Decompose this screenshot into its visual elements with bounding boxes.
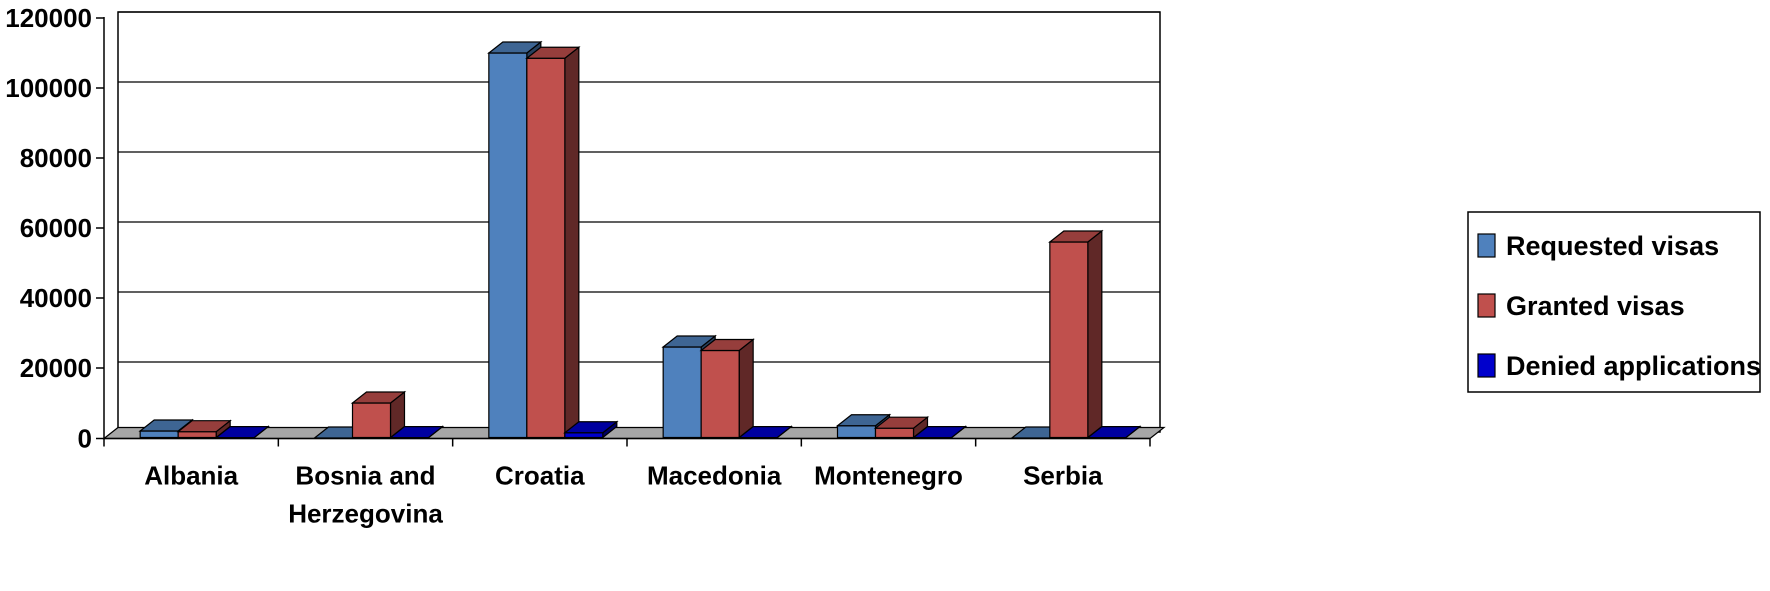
bar-front — [662, 346, 702, 439]
legend-swatch — [1477, 293, 1496, 318]
y-tick-label: 100000 — [5, 73, 92, 103]
bar-top — [388, 426, 445, 439]
bar — [1048, 229, 1104, 439]
x-axis: Albania Bosnia and Herzegovina Croatia Maced… — [103, 437, 1151, 529]
y-tick-label: 40000 — [20, 283, 92, 313]
legend: Requested visas Granted visas Denied appli… — [1467, 211, 1761, 393]
bar — [176, 419, 232, 439]
bar-top — [138, 419, 194, 432]
bar-side — [738, 338, 754, 439]
bar-front — [488, 52, 528, 439]
bar-front — [564, 432, 604, 439]
x-tick-label: Montenegro — [814, 461, 963, 491]
y-tick-label: 80000 — [20, 143, 92, 173]
legend-label: Requested visas — [1506, 231, 1719, 261]
legend-box — [1467, 211, 1761, 393]
y-axis: 0 20000 40000 60000 80000 100000 120000 — [5, 3, 105, 454]
x-tick-label: Serbia — [1023, 461, 1103, 491]
bars — [138, 40, 1142, 440]
bar-top — [176, 420, 232, 433]
bar-top — [563, 421, 619, 434]
bar — [350, 390, 407, 439]
bar — [873, 415, 930, 439]
bar — [699, 338, 755, 439]
x-tick-label: Croatia — [495, 461, 585, 491]
bar-top — [661, 335, 717, 348]
y-tick-label: 120000 — [5, 3, 92, 33]
bar-top — [911, 426, 968, 439]
legend-item: Requested visas — [1477, 231, 1719, 261]
bar — [563, 420, 619, 439]
bar — [737, 425, 793, 439]
y-tick-label: 0 — [78, 424, 92, 454]
bar-front — [1049, 241, 1089, 439]
y-tick-label: 20000 — [20, 353, 92, 383]
bar-front — [836, 425, 877, 439]
bar-top — [214, 426, 270, 439]
bar-top — [1086, 426, 1142, 439]
legend-item: Granted visas — [1477, 291, 1685, 321]
bar-top — [1048, 230, 1104, 243]
x-tick-label: Macedonia — [647, 461, 782, 491]
y-tick-label: 60000 — [20, 213, 92, 243]
bar-top — [699, 338, 755, 352]
legend-swatch — [1477, 353, 1496, 378]
bar — [911, 425, 968, 439]
legend-item: Denied applications — [1477, 351, 1761, 381]
bar — [1086, 425, 1142, 439]
gridlines — [118, 11, 1160, 363]
bar-top — [525, 46, 581, 59]
bar-top — [350, 391, 407, 404]
bar-top — [487, 41, 543, 54]
bar — [525, 46, 581, 439]
bar-top — [835, 414, 892, 427]
bar-front — [526, 57, 566, 439]
bar-front — [139, 430, 179, 439]
legend-label: Denied applications — [1506, 351, 1761, 381]
x-tick-label: Albania — [144, 461, 238, 491]
bar-front — [874, 427, 915, 439]
bar — [388, 425, 445, 439]
bar-side — [1087, 229, 1103, 439]
bar-front — [177, 431, 217, 439]
bar — [214, 425, 270, 439]
bar-front — [700, 349, 740, 439]
bar-side — [564, 46, 580, 439]
legend-swatch — [1477, 233, 1496, 258]
x-tick-label: Bosnia and Herzegovina — [288, 461, 443, 529]
legend-label: Granted visas — [1506, 291, 1685, 321]
bar-front — [351, 402, 392, 439]
bar-top — [737, 426, 793, 439]
bar-top — [873, 416, 930, 429]
